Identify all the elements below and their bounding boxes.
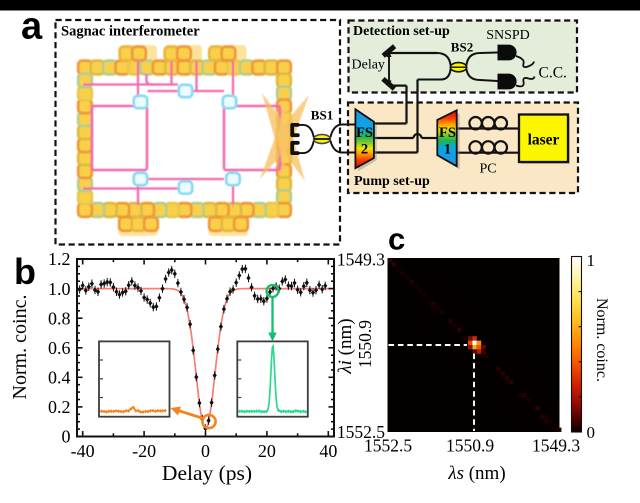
svg-text:0.8: 0.8 <box>48 308 71 328</box>
svg-text:SNSPD: SNSPD <box>486 28 530 43</box>
svg-text:1549.3: 1549.3 <box>337 250 385 270</box>
svg-text:-20: -20 <box>132 441 156 461</box>
svg-text:FS: FS <box>356 125 373 141</box>
svg-text:1550.9: 1550.9 <box>446 436 494 456</box>
svg-text:c: c <box>388 222 405 257</box>
svg-text:40: 40 <box>319 441 337 461</box>
svg-text:0.2: 0.2 <box>48 397 71 417</box>
svg-text:Delay (ps): Delay (ps) <box>162 461 252 485</box>
svg-text:laser: laser <box>528 132 560 149</box>
svg-text:2: 2 <box>361 142 368 158</box>
svg-text:Delay: Delay <box>352 58 385 73</box>
svg-text:Detection set-up: Detection set-up <box>353 24 450 39</box>
svg-text:1550.9: 1550.9 <box>355 320 375 368</box>
svg-text:Norm. coinc.: Norm. coinc. <box>593 298 610 382</box>
svg-text:0.6: 0.6 <box>48 338 71 358</box>
svg-text:a: a <box>21 6 43 48</box>
svg-text:0.4: 0.4 <box>48 368 71 388</box>
svg-text:Sagnac interferometer: Sagnac interferometer <box>61 24 200 40</box>
svg-text:1549.3: 1549.3 <box>532 436 580 456</box>
svg-text:0: 0 <box>201 441 210 461</box>
svg-text:λi (nm): λi (nm) <box>335 318 356 374</box>
svg-text:1.0: 1.0 <box>48 279 71 299</box>
svg-text:PC: PC <box>479 162 496 177</box>
svg-text:0: 0 <box>587 423 596 442</box>
svg-text:0: 0 <box>62 427 71 447</box>
svg-text:BS2: BS2 <box>451 40 473 55</box>
svg-text:1.2: 1.2 <box>48 249 71 269</box>
svg-text:1552.5: 1552.5 <box>364 436 412 456</box>
svg-text:FS: FS <box>439 125 456 141</box>
svg-text:1: 1 <box>587 251 596 270</box>
svg-text:BS1: BS1 <box>311 108 333 123</box>
svg-text:C.C.: C.C. <box>539 65 567 82</box>
svg-text:-40: -40 <box>71 441 95 461</box>
svg-text:20: 20 <box>258 441 276 461</box>
svg-text:Norm. coinc.: Norm. coinc. <box>9 295 31 400</box>
svg-text:b: b <box>14 251 36 292</box>
svg-text:1552.5: 1552.5 <box>337 422 385 442</box>
svg-text:λs (nm): λs (nm) <box>447 463 505 484</box>
svg-text:1: 1 <box>444 142 451 158</box>
svg-text:Pump set-up: Pump set-up <box>354 174 430 189</box>
